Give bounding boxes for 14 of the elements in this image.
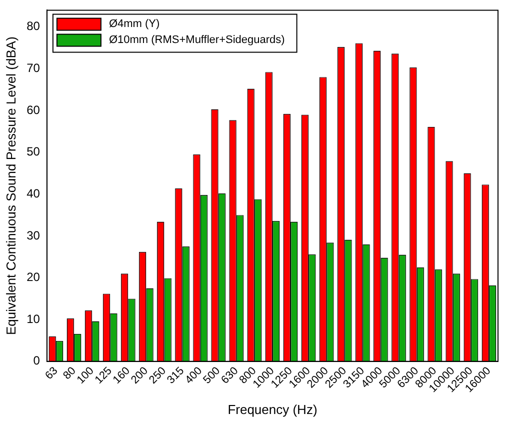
y-tick-label: 60 (26, 102, 40, 117)
x-axis-title: Frequency (Hz) (228, 402, 318, 417)
y-tick-label: 50 (26, 144, 40, 159)
y-tick-label: 40 (26, 186, 40, 200)
legend-label: Ø4mm (Y) (108, 18, 160, 30)
y-tick-label: 30 (26, 228, 40, 242)
x-tick-label: 63 (43, 364, 60, 382)
y-tick-label: 70 (26, 61, 40, 76)
y-tick-label: 10 (26, 312, 40, 326)
y-tick-label: 20 (26, 270, 40, 284)
y-tick-label: 0 (33, 354, 40, 368)
legend-label: Ø10mm (RMS+Muffler+Sideguards) (108, 34, 285, 46)
y-tick-label: 80 (26, 19, 40, 34)
y-axis-title: Equivalent Continuous Sound Pressure Level (dBA) (3, 36, 18, 336)
